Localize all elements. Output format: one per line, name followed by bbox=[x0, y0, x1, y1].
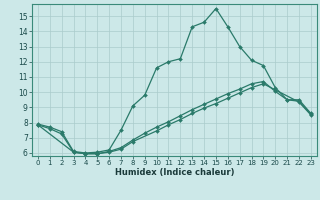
X-axis label: Humidex (Indice chaleur): Humidex (Indice chaleur) bbox=[115, 168, 234, 177]
